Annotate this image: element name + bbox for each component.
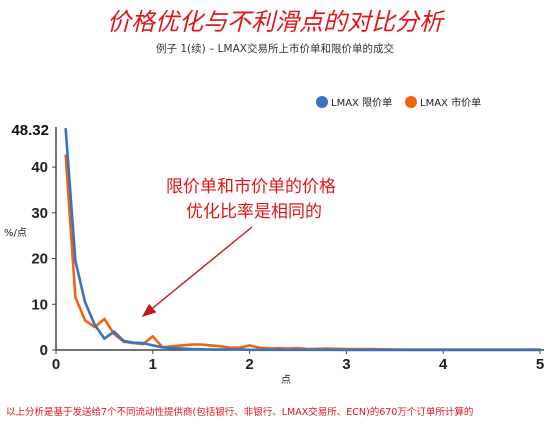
chart-series (64, 127, 542, 352)
y-tick-label: 40 (31, 159, 48, 176)
annotation: 限价单和市价单的价格 优化比率是相同的 (141, 177, 336, 317)
y-tick-label: 20 (31, 251, 48, 268)
x-axis-label: 点 (281, 374, 291, 386)
x-tick-label: 2 (245, 356, 253, 373)
x-tick-label: 0 (52, 356, 60, 373)
y-tick-label: 10 (31, 296, 48, 313)
legend-marker-limit (316, 96, 328, 108)
slide-title: 价格优化与不利滑点的对比分析 (107, 8, 443, 36)
x-tick-label: 5 (536, 356, 544, 373)
chart-subtitle: 例子 1(续) – LMAX交易所上市价单和限价单的成交 (156, 43, 394, 55)
annotation-line-1: 限价单和市价单的价格 (166, 177, 336, 197)
y-max-label: 48.32 (11, 122, 49, 139)
x-tick-label: 1 (149, 356, 157, 373)
footnote: 以上分析是基于发送给7个不同流动性提供商(包括银行、非银行、LMAX交易所、EC… (6, 407, 474, 418)
annotation-line-2: 优化比率是相同的 (186, 202, 322, 222)
y-tick-label: 30 (31, 205, 48, 222)
y-axis-label: %/点 (4, 227, 27, 239)
legend: LMAX 限价单 LMAX 市价单 (316, 96, 481, 109)
chart-ticks: 0 10 20 30 40 48.32 0 1 2 3 4 5 (11, 122, 544, 373)
annotation-arrow (141, 226, 253, 317)
legend-label-market: LMAX 市价单 (420, 96, 481, 109)
series-line-limit (64, 127, 542, 352)
x-tick-label: 3 (342, 356, 350, 373)
chart-axes (55, 127, 544, 351)
legend-marker-market (405, 96, 417, 108)
legend-label-limit: LMAX 限价单 (331, 97, 392, 109)
x-tick-label: 4 (439, 356, 448, 373)
y-tick-label: 0 (40, 342, 48, 359)
